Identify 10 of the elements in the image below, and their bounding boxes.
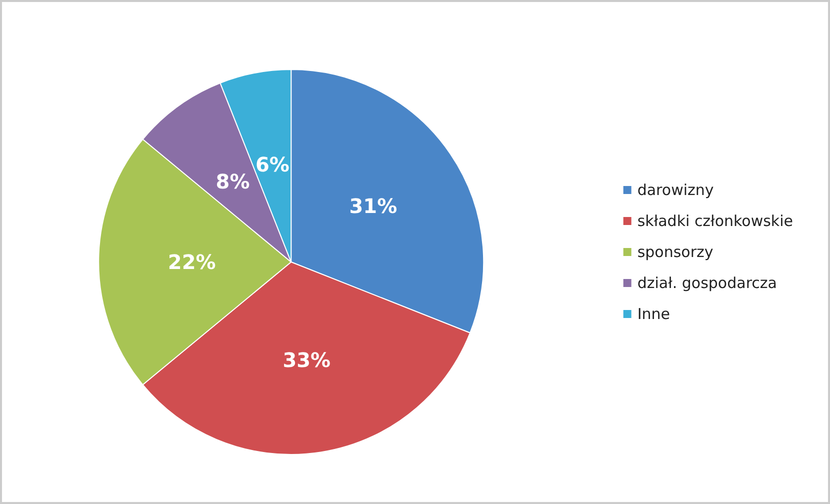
data-label: 6% [256,152,290,177]
data-label: 31% [349,194,398,218]
data-label: 33% [282,348,331,372]
legend-label: składki członkowskie [637,212,794,230]
data-label: 8% [216,170,250,194]
legend-label: darowizny [637,181,714,199]
legend-label: sponsorzy [637,243,714,261]
legend-label: Inne [637,305,670,323]
legend-label: dział. gospodarcza [637,274,777,292]
data-label: 22% [168,250,216,274]
